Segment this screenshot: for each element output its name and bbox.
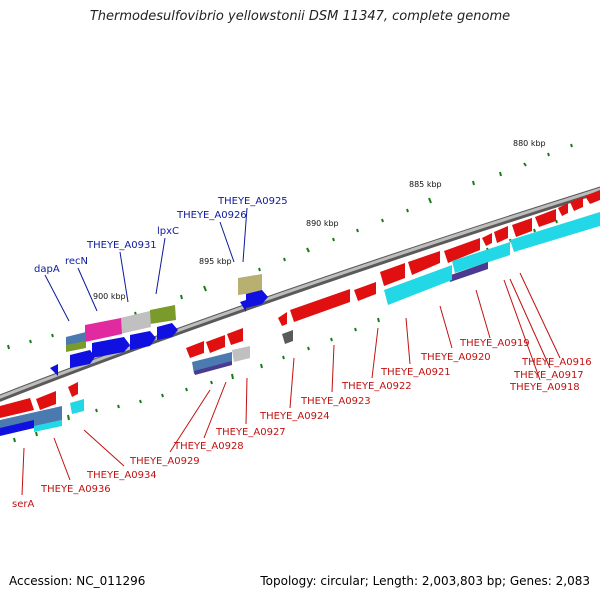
gene-feature[interactable] — [232, 346, 250, 362]
scale-label-885: 885 kbp — [409, 180, 442, 189]
gene-label-theye-a0922[interactable]: THEYE_A0922 — [341, 381, 412, 392]
gene-label-theye-a0927[interactable]: THEYE_A0927 — [215, 427, 286, 438]
scale-label-900: 900 kbp — [93, 292, 126, 301]
gene-feature[interactable] — [494, 226, 508, 243]
gene-label-theye-a0920[interactable]: THEYE_A0920 — [420, 352, 491, 363]
gene-feature[interactable] — [157, 323, 178, 340]
gene-feature[interactable] — [34, 420, 62, 432]
gene-feature[interactable] — [92, 337, 130, 358]
gene-feature[interactable] — [290, 289, 350, 322]
gene-label-theye-a0926[interactable]: THEYE_A0926 — [176, 210, 247, 221]
gene-feature[interactable] — [186, 341, 204, 358]
gene-feature[interactable] — [66, 341, 86, 352]
gene-feature[interactable] — [354, 282, 376, 301]
gene-label-theye-a0921[interactable]: THEYE_A0921 — [380, 367, 451, 378]
gene-feature[interactable] — [0, 420, 34, 436]
scale-label-880: 880 kbp — [513, 139, 546, 148]
gene-feature[interactable] — [120, 311, 151, 334]
gene-feature[interactable] — [535, 209, 556, 227]
gene-feature[interactable] — [380, 263, 405, 286]
gene-feature[interactable] — [36, 391, 56, 410]
genome-backbone-highlight — [0, 187, 600, 399]
scale-label-895: 895 kbp — [199, 257, 232, 266]
gene-feature[interactable] — [130, 331, 156, 350]
gene-feature[interactable] — [408, 251, 440, 275]
gene-feature[interactable] — [512, 218, 532, 237]
gene-feature[interactable] — [206, 335, 225, 353]
gene-label-theye-a0936[interactable]: THEYE_A0936 — [40, 484, 111, 495]
gene-label-theye-a0918[interactable]: THEYE_A0918 — [509, 382, 580, 393]
accession-label: Accession: NC_011296 — [9, 574, 146, 588]
gene-label-theye-a0934[interactable]: THEYE_A0934 — [86, 470, 157, 481]
gene-feature[interactable] — [585, 190, 600, 204]
gene-feature[interactable] — [384, 265, 452, 305]
gene-feature[interactable] — [246, 290, 268, 308]
scale-label-890: 890 kbp — [306, 219, 339, 228]
gene-label-theye-a0931[interactable]: THEYE_A0931 — [86, 240, 157, 251]
gene-feature[interactable] — [238, 274, 262, 295]
gene-feature[interactable] — [227, 328, 243, 345]
gene-feature[interactable] — [482, 233, 492, 246]
gene-feature[interactable] — [50, 364, 58, 376]
gene-feature[interactable] — [68, 382, 78, 397]
gene-feature[interactable] — [0, 398, 34, 418]
gene-label-theye-a0923[interactable]: THEYE_A0923 — [300, 396, 371, 407]
top-label-leaders — [44, 207, 248, 322]
forward-strand-features — [50, 274, 268, 376]
gene-label-theye-a0919[interactable]: THEYE_A0919 — [459, 338, 530, 349]
gene-feature[interactable] — [192, 352, 232, 374]
gene-label-recn[interactable]: recN — [65, 256, 88, 267]
gene-label-theye-a0917[interactable]: THEYE_A0917 — [513, 370, 584, 381]
gene-label-theye-a0925[interactable]: THEYE_A0925 — [217, 196, 288, 207]
gene-feature[interactable] — [452, 242, 510, 273]
gene-feature[interactable] — [85, 318, 122, 342]
genome-summary-label: Topology: circular; Length: 2,003,803 bp… — [260, 574, 590, 588]
gene-label-dapa[interactable]: dapA — [34, 264, 60, 275]
gene-feature[interactable] — [282, 330, 293, 344]
reverse-strand-features — [0, 190, 600, 436]
gene-feature[interactable] — [570, 197, 583, 211]
gene-label-theye-a0929[interactable]: THEYE_A0929 — [129, 456, 200, 467]
gene-feature[interactable] — [558, 203, 568, 216]
gene-feature[interactable] — [70, 399, 84, 414]
gene-label-lpxc[interactable]: lpxC — [157, 226, 179, 237]
gene-feature[interactable] — [150, 305, 176, 324]
gene-feature[interactable] — [240, 300, 246, 312]
gene-feature[interactable] — [194, 361, 232, 375]
gene-label-theye-a0916[interactable]: THEYE_A0916 — [521, 357, 592, 368]
gene-label-theye-a0924[interactable]: THEYE_A0924 — [259, 411, 330, 422]
gene-label-theye-a0928[interactable]: THEYE_A0928 — [173, 441, 244, 452]
gene-label-sera[interactable]: serA — [12, 499, 34, 510]
gene-feature[interactable] — [510, 212, 600, 252]
bottom-label-leaders — [21, 272, 561, 496]
gene-feature[interactable] — [278, 312, 287, 326]
gene-feature[interactable] — [444, 238, 480, 263]
gene-feature[interactable] — [70, 350, 95, 368]
page-title: Thermodesulfovibrio yellowstonii DSM 113… — [89, 9, 511, 24]
gene-feature[interactable] — [448, 262, 488, 282]
